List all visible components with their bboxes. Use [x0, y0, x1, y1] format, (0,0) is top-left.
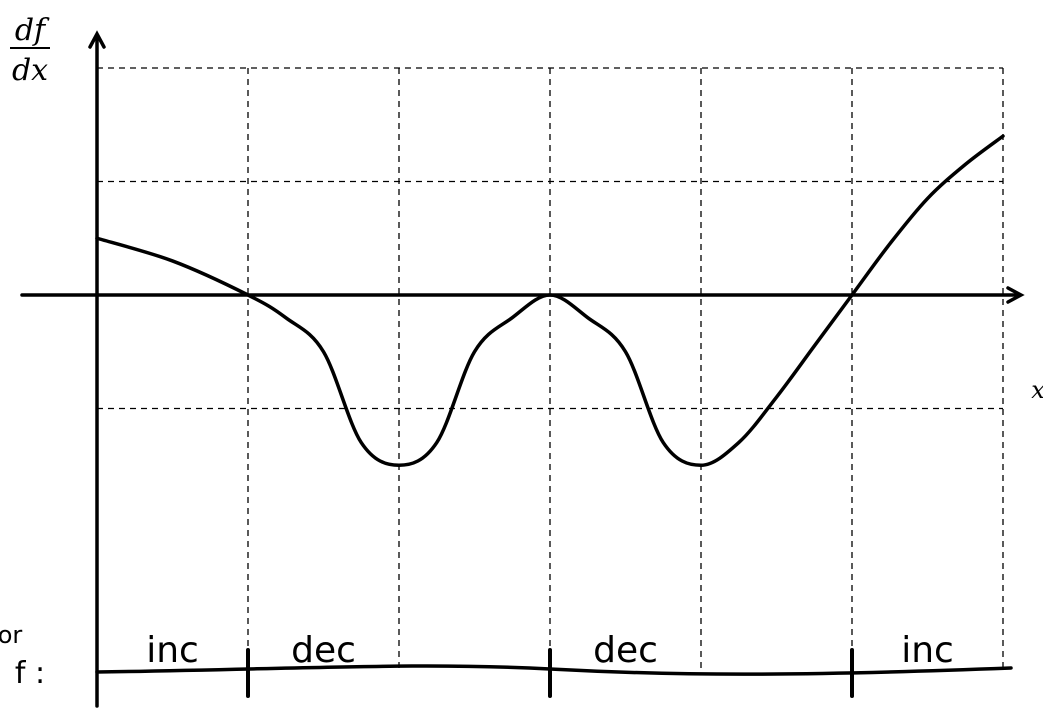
- sign-line: or f : inc dec dec inc: [0, 621, 1013, 698]
- derivative-curve: [95, 134, 1005, 467]
- y-axis-label-numerator: df: [15, 13, 50, 48]
- sign-line-label: inc: [146, 630, 199, 671]
- axis-labels: df dx x: [10, 13, 1043, 404]
- grid-lines: [97, 67, 1004, 672]
- sign-line-base: [95, 664, 1013, 676]
- sign-line-prefix-top: or: [0, 621, 22, 649]
- x-axis-arrowhead: [1006, 286, 1025, 304]
- x-axis-label: x: [1031, 376, 1043, 404]
- y-axis-label-denominator: dx: [12, 53, 48, 88]
- sign-line-label: dec: [291, 630, 356, 671]
- y-axis-arrowhead: [88, 30, 106, 49]
- sign-line-label: dec: [593, 630, 658, 671]
- sign-line-label: inc: [901, 630, 954, 671]
- axes: [20, 30, 1025, 708]
- sign-line-prefix-bottom: f :: [15, 656, 45, 691]
